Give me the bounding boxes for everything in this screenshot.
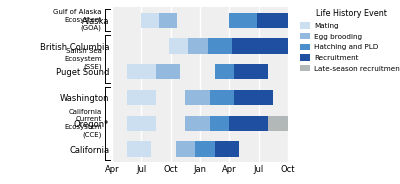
Text: California
Current
Ecosystem
(CCE): California Current Ecosystem (CCE) bbox=[64, 109, 102, 138]
Bar bbox=[234, 64, 254, 79]
Bar bbox=[141, 13, 159, 28]
Text: Gulf of Alaska
Ecosystem
(GOA): Gulf of Alaska Ecosystem (GOA) bbox=[53, 10, 102, 31]
Bar bbox=[215, 141, 239, 157]
Text: Salish Sea
Ecosystem
(SSE): Salish Sea Ecosystem (SSE) bbox=[64, 48, 102, 70]
Bar bbox=[169, 38, 188, 54]
Bar bbox=[156, 64, 180, 79]
Bar bbox=[229, 116, 254, 131]
Bar bbox=[159, 13, 176, 28]
Bar bbox=[210, 90, 234, 105]
Bar bbox=[274, 13, 288, 28]
Legend: Mating, Egg brooding, Hatching and PLD, Recruitment, Late-season recruitment: Mating, Egg brooding, Hatching and PLD, … bbox=[299, 8, 400, 73]
Bar bbox=[127, 64, 156, 79]
Bar bbox=[268, 116, 288, 131]
Bar bbox=[257, 13, 274, 28]
Bar bbox=[127, 90, 156, 105]
Bar bbox=[185, 116, 210, 131]
Bar bbox=[259, 90, 273, 105]
Bar bbox=[127, 116, 156, 131]
Bar bbox=[254, 64, 268, 79]
Bar bbox=[215, 64, 234, 79]
Bar bbox=[234, 90, 259, 105]
Bar bbox=[257, 38, 288, 54]
Bar bbox=[254, 116, 268, 131]
Bar bbox=[185, 90, 210, 105]
Bar bbox=[232, 38, 257, 54]
Bar bbox=[188, 38, 208, 54]
Bar bbox=[176, 141, 195, 157]
Bar bbox=[229, 13, 257, 28]
Bar bbox=[210, 116, 229, 131]
Bar bbox=[127, 141, 151, 157]
Bar bbox=[208, 38, 232, 54]
Bar bbox=[195, 141, 215, 157]
